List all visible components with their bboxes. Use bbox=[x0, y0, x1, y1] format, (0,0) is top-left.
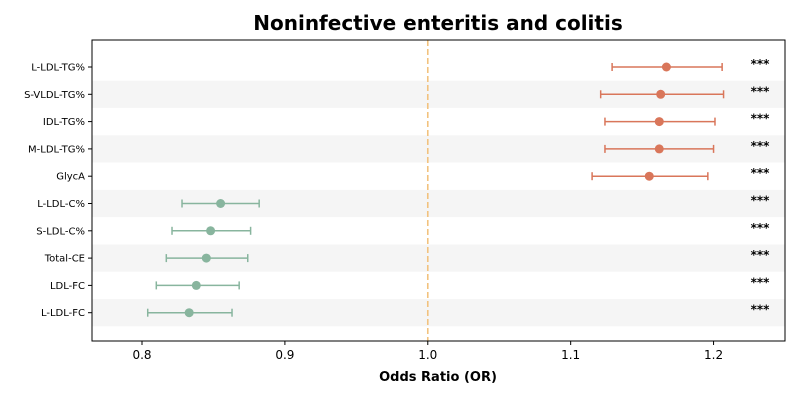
significance-label: *** bbox=[751, 57, 771, 71]
y-tick-label: S-VLDL-TG% bbox=[24, 90, 85, 101]
or-point bbox=[656, 89, 666, 99]
or-point bbox=[184, 308, 194, 318]
y-tick-label: L-LDL-C% bbox=[37, 199, 85, 210]
significance-label: *** bbox=[751, 221, 771, 235]
forest-row: M-LDL-TG% *** bbox=[28, 139, 770, 156]
significance-label: *** bbox=[751, 139, 771, 153]
forest-row: IDL-TG% *** bbox=[43, 112, 770, 129]
significance-label: *** bbox=[751, 194, 771, 208]
or-point bbox=[644, 171, 654, 181]
significance-label: *** bbox=[751, 303, 771, 317]
forest-row: LDL-FC *** bbox=[50, 275, 770, 292]
chart-title: Noninfective enteritis and colitis bbox=[253, 11, 622, 35]
y-tick-label: L-LDL-FC bbox=[41, 308, 85, 319]
data-rows: L-LDL-TG% ***S-VLDL-TG% ***IDL-TG% ***M-LDL… bbox=[24, 57, 770, 319]
x-axis-label: Odds Ratio (OR) bbox=[379, 370, 497, 385]
or-point bbox=[216, 199, 226, 208]
x-tick-label: 1.0 bbox=[418, 348, 437, 362]
y-tick-label: L-LDL-TG% bbox=[31, 63, 85, 74]
y-tick-label: S-LDL-C% bbox=[36, 226, 85, 237]
or-point bbox=[206, 226, 216, 236]
y-tick-label: IDL-TG% bbox=[43, 117, 85, 128]
or-point bbox=[201, 253, 211, 263]
significance-label: *** bbox=[751, 112, 771, 126]
forest-row: L-LDL-FC *** bbox=[41, 303, 770, 320]
significance-label: *** bbox=[751, 248, 771, 262]
significance-label: *** bbox=[751, 275, 771, 289]
significance-label: *** bbox=[751, 84, 771, 98]
or-point bbox=[654, 117, 664, 127]
y-tick-label: M-LDL-TG% bbox=[28, 144, 85, 155]
forest-row: GlycA *** bbox=[56, 166, 770, 183]
or-point bbox=[661, 62, 671, 72]
x-tick-label: 1.1 bbox=[561, 348, 580, 362]
x-tick-label: 1.2 bbox=[704, 348, 723, 362]
plot-frame bbox=[91, 39, 786, 342]
or-point bbox=[654, 144, 664, 154]
y-tick-label: GlycA bbox=[56, 172, 85, 183]
forest-row: S-VLDL-TG% *** bbox=[24, 84, 770, 101]
forest-row: L-LDL-C% *** bbox=[37, 194, 770, 211]
x-axis: 0.8 0.9 1.0 1.1 1.2 bbox=[132, 341, 723, 362]
y-tick-label: LDL-FC bbox=[50, 281, 85, 292]
forest-row: Total-CE *** bbox=[44, 248, 770, 265]
forest-row: S-LDL-C% *** bbox=[36, 221, 770, 238]
or-point bbox=[191, 280, 201, 290]
x-tick-label: 0.8 bbox=[132, 348, 151, 362]
y-tick-label: Total-CE bbox=[44, 254, 85, 265]
x-tick-label: 0.9 bbox=[275, 348, 294, 362]
significance-label: *** bbox=[751, 166, 771, 180]
forest-row: L-LDL-TG% *** bbox=[31, 57, 770, 74]
